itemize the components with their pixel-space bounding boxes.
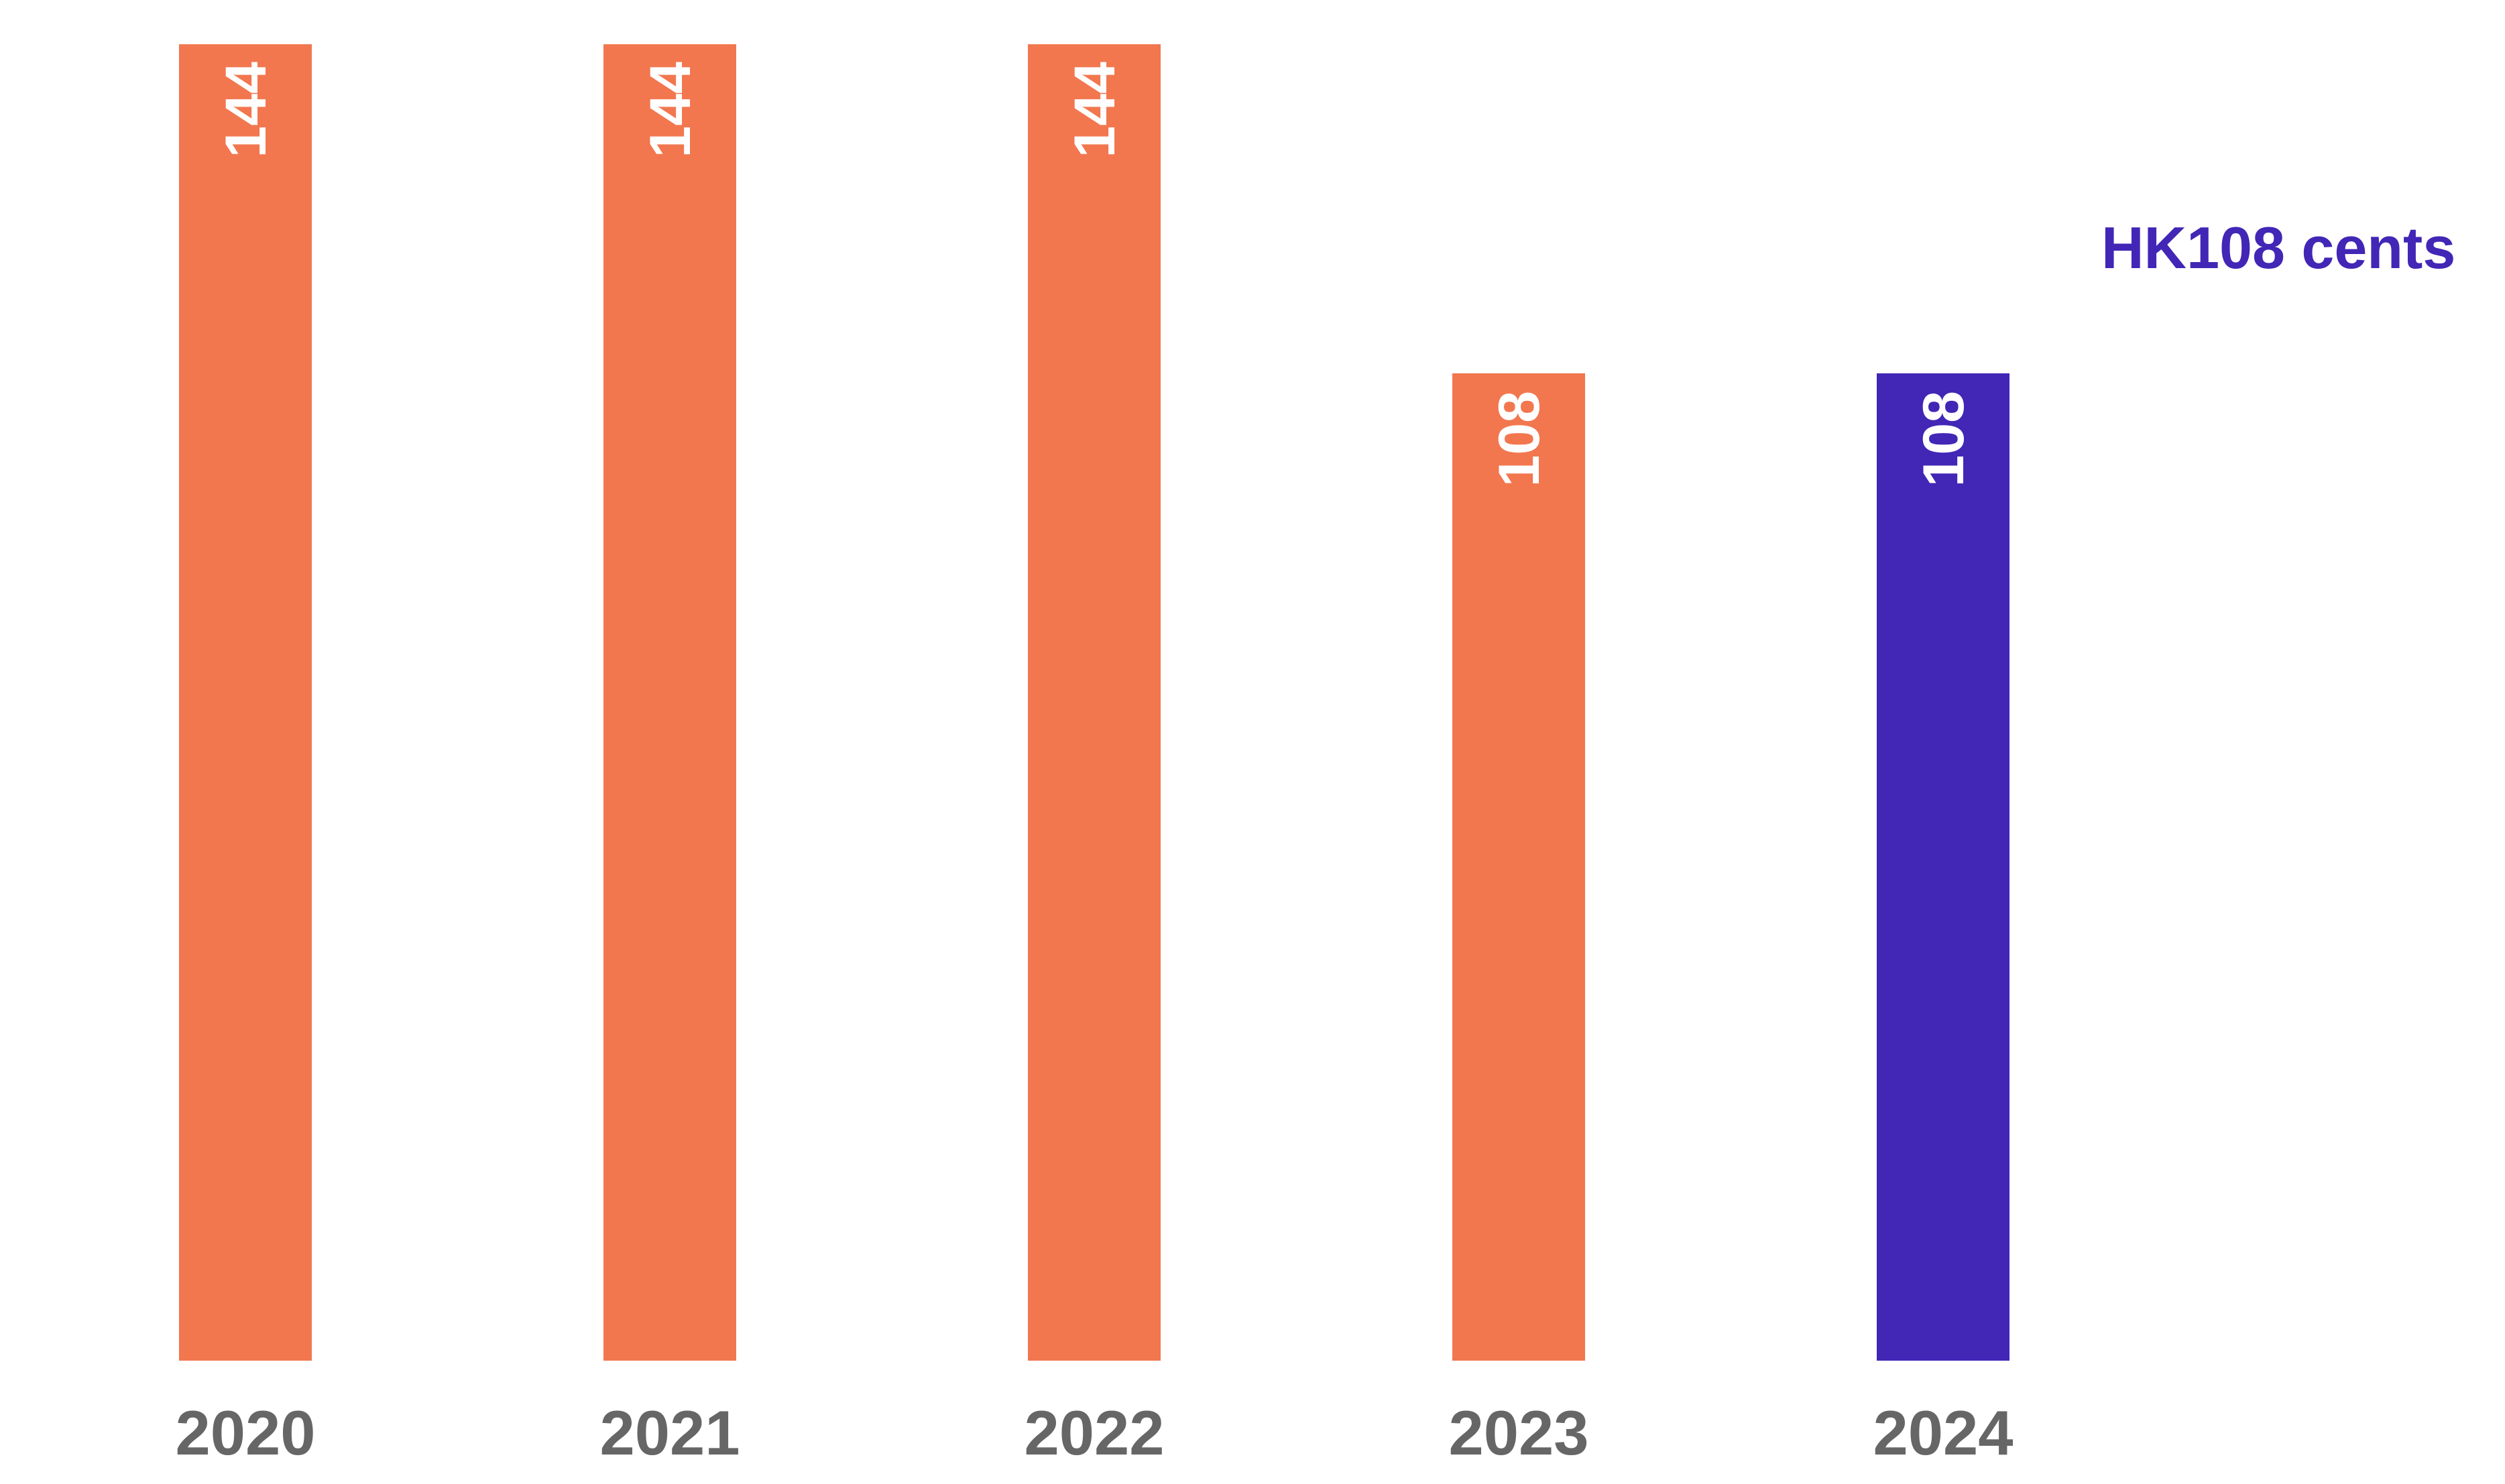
x-tick-2020: 2020 <box>175 1398 315 1468</box>
bar-2024 <box>1877 373 2009 1361</box>
bar-2020 <box>179 44 312 1361</box>
x-tick-2024: 2024 <box>1873 1398 2013 1468</box>
data-label-2020: 144 <box>214 62 278 158</box>
bar-2021 <box>603 44 736 1361</box>
x-tick-2022: 2022 <box>1024 1398 1164 1468</box>
data-labels-group: 144 144 144 108 108 <box>214 62 1976 487</box>
x-tick-labels-group: 2020 2021 2022 2023 2024 <box>175 1398 2013 1468</box>
data-label-2023: 108 <box>1487 391 1552 487</box>
bars-group <box>179 44 2009 1361</box>
data-label-2024: 108 <box>1912 391 1976 487</box>
x-tick-2023: 2023 <box>1448 1398 1588 1468</box>
data-label-2022: 144 <box>1063 62 1127 158</box>
data-label-2021: 144 <box>638 62 703 158</box>
bar-2023 <box>1452 373 1585 1361</box>
bar-2022 <box>1028 44 1161 1361</box>
x-tick-2021: 2021 <box>599 1398 740 1468</box>
highlight-callout: HK108 cents <box>2101 214 2455 281</box>
